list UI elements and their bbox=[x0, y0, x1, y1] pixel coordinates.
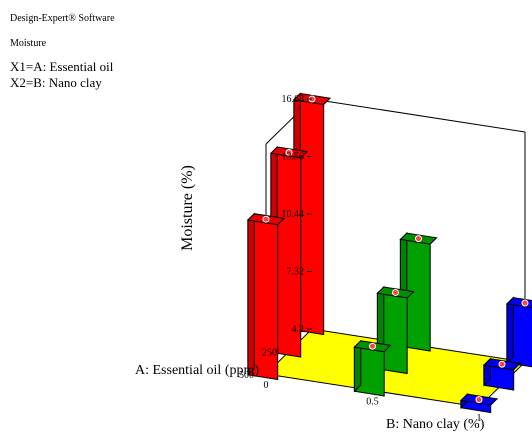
bar bbox=[482, 357, 522, 391]
software-label: Design-Expert® Software bbox=[10, 13, 115, 24]
design-point-marker bbox=[262, 215, 270, 223]
z-tick-label: 4.2 bbox=[292, 324, 305, 335]
design-point-marker bbox=[415, 235, 422, 243]
b-axis-label: B: Nano clay (%) bbox=[386, 417, 485, 432]
z-tick-label: 7.32 bbox=[287, 267, 305, 278]
frame-edge bbox=[311, 98, 526, 133]
factor-x2-label: X2=B: Nano clay bbox=[10, 75, 102, 90]
b-tick-label: 1 bbox=[477, 413, 482, 424]
bar-side-face bbox=[247, 212, 255, 376]
a-tick-label: 250 bbox=[262, 348, 277, 359]
bar bbox=[376, 285, 415, 375]
design-point-marker bbox=[521, 299, 529, 307]
design-point-marker bbox=[392, 288, 399, 296]
design-point-marker bbox=[369, 342, 376, 350]
bar bbox=[505, 296, 532, 368]
a-axis-label: A: Essential oil (ppm) bbox=[135, 363, 259, 378]
z-tick-label: 13.56 bbox=[282, 152, 305, 163]
tick-labels: 4.2 7.32 10.44 13.56 16.68 250 500 0 0.5 1 bbox=[239, 94, 482, 424]
bar-side-face bbox=[506, 296, 514, 364]
bar bbox=[459, 393, 499, 414]
z-tick-label: 16.68 bbox=[282, 94, 305, 105]
design-point-marker bbox=[285, 148, 293, 156]
bar bbox=[353, 339, 392, 397]
b-tick-label: 0 bbox=[264, 380, 269, 391]
design-point-marker bbox=[475, 396, 483, 404]
design-point-marker bbox=[498, 360, 506, 368]
b-tick-label: 0.5 bbox=[366, 397, 379, 408]
factor-x1-label: X1=A: Essential oil bbox=[10, 59, 114, 74]
z-axis-label: Moisture (%) bbox=[179, 165, 196, 251]
response-label: Moisture bbox=[10, 38, 47, 49]
a-tick-label: 500 bbox=[239, 370, 254, 381]
bar bbox=[246, 212, 286, 381]
z-tick-label: 10.44 bbox=[282, 209, 305, 220]
bars-group bbox=[246, 92, 532, 414]
